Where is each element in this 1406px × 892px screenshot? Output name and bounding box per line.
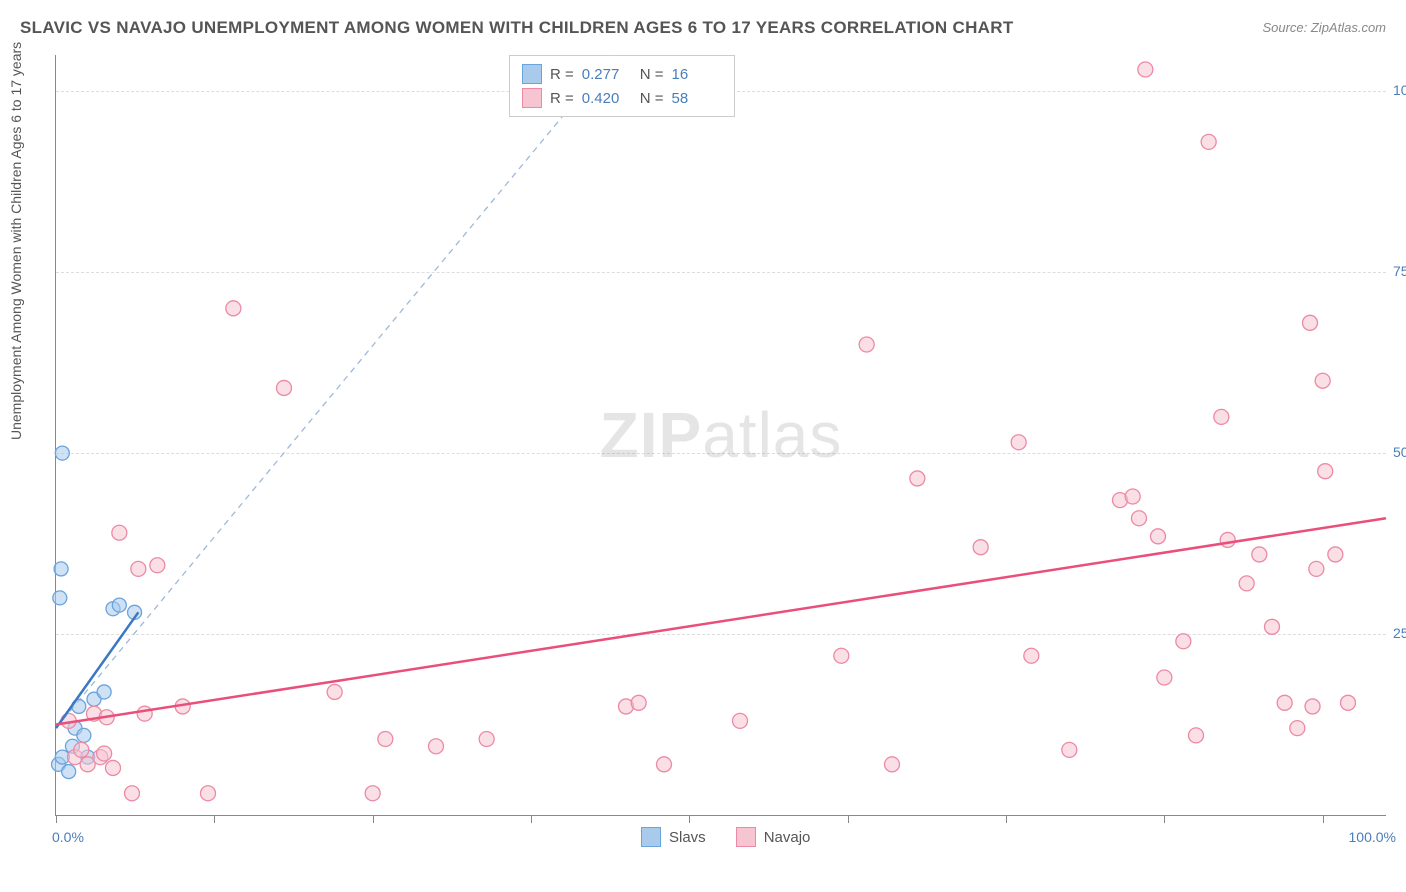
- chart-source: Source: ZipAtlas.com: [1262, 20, 1386, 35]
- data-point: [97, 746, 112, 761]
- chart-header: SLAVIC VS NAVAJO UNEMPLOYMENT AMONG WOME…: [20, 18, 1386, 48]
- data-point: [1290, 721, 1305, 736]
- y-axis-label: Unemployment Among Women with Children A…: [8, 42, 24, 440]
- data-point: [834, 648, 849, 663]
- legend-row-slavs: R = 0.277 N = 16: [522, 62, 722, 86]
- series-legend: Slavs Navajo: [641, 827, 810, 847]
- scatter-svg: [56, 55, 1386, 815]
- data-point: [62, 765, 76, 779]
- legend-swatch-slavs-icon: [641, 827, 661, 847]
- data-point: [1125, 489, 1140, 504]
- data-point: [657, 757, 672, 772]
- data-point: [429, 739, 444, 754]
- data-point: [125, 786, 140, 801]
- data-point: [1024, 648, 1039, 663]
- data-point: [1201, 134, 1216, 149]
- data-point: [112, 525, 127, 540]
- x-tick: [1006, 815, 1007, 823]
- data-point: [137, 706, 152, 721]
- data-point: [1220, 532, 1235, 547]
- data-point: [1138, 62, 1153, 77]
- data-point: [733, 713, 748, 728]
- data-point: [1277, 695, 1292, 710]
- correlation-legend: R = 0.277 N = 16 R = 0.420 N = 58: [509, 55, 735, 117]
- legend-item-slavs: Slavs: [641, 827, 706, 847]
- plot-area: ZIPatlas R = 0.277 N = 16 R = 0.420 N = …: [55, 55, 1386, 816]
- y-tick-label: 100.0%: [1393, 82, 1406, 98]
- chart-title: SLAVIC VS NAVAJO UNEMPLOYMENT AMONG WOME…: [20, 18, 1014, 37]
- legend-swatch-navajo: [522, 88, 542, 108]
- data-point: [1341, 695, 1356, 710]
- data-point: [1239, 576, 1254, 591]
- x-tick: [689, 815, 690, 823]
- data-point: [77, 728, 91, 742]
- data-point: [885, 757, 900, 772]
- legend-swatch-slavs: [522, 64, 542, 84]
- x-tick: [1164, 815, 1165, 823]
- x-tick: [531, 815, 532, 823]
- data-point: [378, 732, 393, 747]
- data-point: [55, 446, 69, 460]
- data-point: [1011, 435, 1026, 450]
- x-tick-100: 100.0%: [1349, 829, 1396, 845]
- x-tick: [214, 815, 215, 823]
- data-point: [131, 561, 146, 576]
- data-point: [973, 540, 988, 555]
- x-tick: [848, 815, 849, 823]
- data-point: [1062, 742, 1077, 757]
- data-point: [1157, 670, 1172, 685]
- legend-swatch-navajo-icon: [736, 827, 756, 847]
- data-point: [1305, 699, 1320, 714]
- data-point: [1176, 634, 1191, 649]
- data-point: [1315, 373, 1330, 388]
- data-point: [106, 760, 121, 775]
- data-point: [53, 591, 67, 605]
- data-point: [1328, 547, 1343, 562]
- x-tick: [373, 815, 374, 823]
- data-point: [479, 732, 494, 747]
- x-tick-0: 0.0%: [52, 829, 84, 845]
- legend-row-navajo: R = 0.420 N = 58: [522, 86, 722, 110]
- data-point: [1214, 409, 1229, 424]
- data-point: [631, 695, 646, 710]
- data-point: [201, 786, 216, 801]
- data-point: [97, 685, 111, 699]
- data-point: [150, 558, 165, 573]
- data-point: [112, 598, 126, 612]
- data-point: [54, 562, 68, 576]
- data-point: [277, 380, 292, 395]
- x-tick: [56, 815, 57, 823]
- data-point: [910, 471, 925, 486]
- data-point: [226, 301, 241, 316]
- data-point: [1132, 511, 1147, 526]
- data-point: [1189, 728, 1204, 743]
- data-point: [1265, 619, 1280, 634]
- y-tick-label: 25.0%: [1393, 625, 1406, 641]
- data-point: [365, 786, 380, 801]
- data-point: [1252, 547, 1267, 562]
- data-point: [1309, 561, 1324, 576]
- data-point: [74, 742, 89, 757]
- data-point: [1318, 464, 1333, 479]
- x-tick: [1323, 815, 1324, 823]
- y-tick-label: 50.0%: [1393, 444, 1406, 460]
- legend-item-navajo: Navajo: [736, 827, 811, 847]
- data-point: [1303, 315, 1318, 330]
- data-point: [1151, 529, 1166, 544]
- y-tick-label: 75.0%: [1393, 263, 1406, 279]
- data-point: [327, 684, 342, 699]
- data-point: [859, 337, 874, 352]
